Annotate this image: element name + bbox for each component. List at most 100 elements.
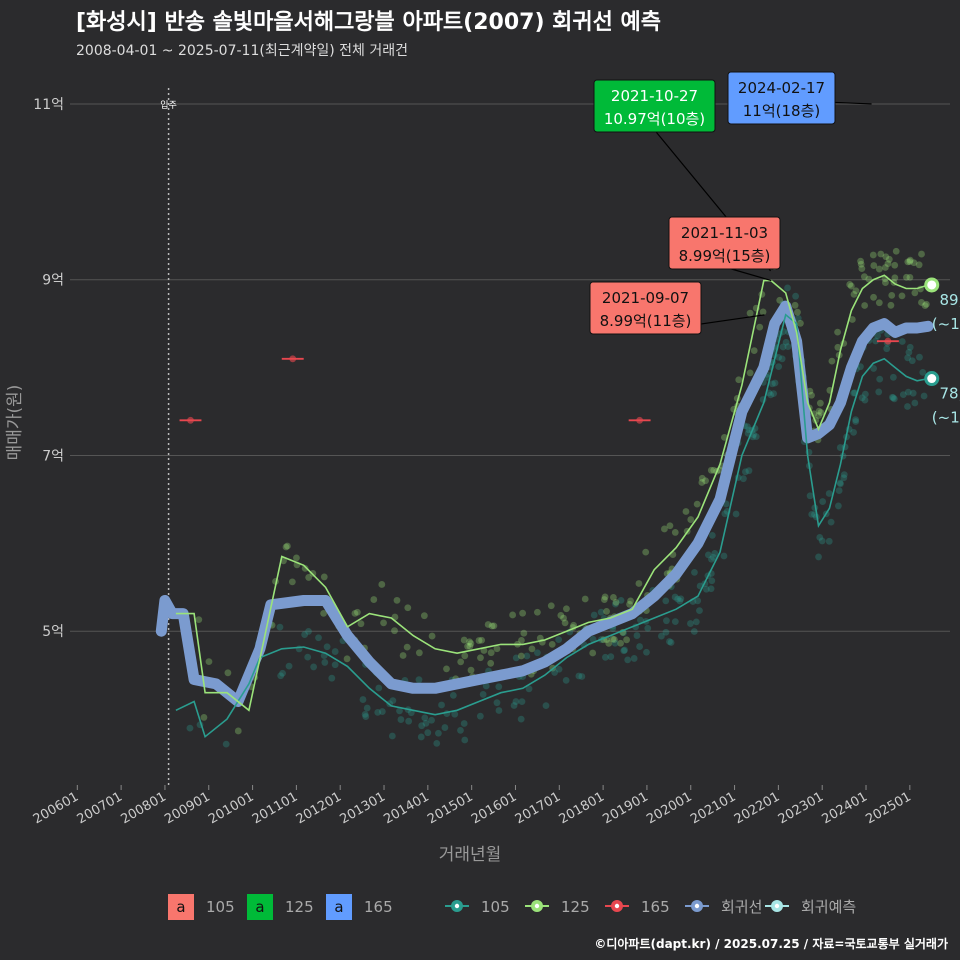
scatter-point-408 (687, 620, 694, 627)
scatter-point-93 (578, 673, 586, 680)
scatter-point-224 (363, 704, 371, 712)
scatter-point-187 (542, 702, 550, 710)
scatter-point-307 (746, 369, 754, 377)
legend-area-key-2 (326, 894, 352, 920)
scatter-point-111 (560, 614, 567, 622)
scatter-point-401 (827, 518, 835, 526)
y-axis-title: 매매가(원) (5, 385, 25, 461)
scatter-point-358 (861, 396, 869, 404)
scatter-point-69 (792, 292, 800, 300)
scatter-point-445 (397, 716, 405, 723)
scatter-point-281 (906, 273, 914, 281)
scatter-point-67 (883, 345, 891, 353)
scatter-point-230 (393, 596, 401, 604)
scatter-point-71 (343, 655, 351, 663)
legend-area-label-0: 105 (206, 898, 235, 916)
scatter-point-152 (836, 444, 844, 451)
scatter-point-354 (676, 597, 684, 605)
scatter-point-117 (836, 479, 844, 487)
annotation-price-3: 8.99억(11층) (600, 312, 692, 330)
scatter-point-92 (661, 525, 668, 533)
legend-line-label-2: 165 (641, 898, 670, 916)
scatter-point-37 (870, 293, 877, 301)
annotation-price-2: 8.99억(15층) (679, 247, 771, 265)
scatter-point-193 (860, 273, 868, 281)
scatter-point-239 (441, 724, 449, 731)
scatter-point-166 (708, 577, 716, 585)
scatter-point-490 (806, 492, 814, 500)
legend-area-glyph-0: a (176, 898, 185, 916)
scatter-point-46 (887, 301, 895, 309)
scatter-point-145 (921, 302, 929, 310)
scatter-point-378 (691, 568, 698, 576)
prediction-area-105: (~105㎡) (932, 409, 960, 427)
scatter-point-188 (677, 595, 685, 603)
x-tick-label-13: 201901 (600, 789, 650, 827)
scatter-point-293 (767, 391, 775, 399)
scatter-point-55 (918, 250, 925, 258)
scatter-point-122 (825, 490, 833, 497)
scatter-point-20 (687, 516, 695, 523)
scatter-point-237 (495, 707, 503, 714)
scatter-point-328 (357, 620, 365, 628)
scatter-point-184 (696, 607, 703, 615)
scatter-point-139 (320, 609, 328, 617)
scatter-point-311 (875, 265, 883, 273)
legend-line-label-0: 105 (481, 898, 510, 916)
scatter-point-114 (361, 710, 369, 718)
chart-subtitle: 2008-04-01 ~ 2025-07-11(최근계약일) 전체 거래건 (76, 43, 408, 59)
x-tick-label-12: 201801 (557, 789, 607, 827)
scatter-point-90 (744, 423, 751, 431)
scatter-point-245 (708, 555, 715, 563)
x-tick-label-18: 202401 (820, 789, 870, 827)
scatter-point-486 (517, 652, 525, 660)
scatter-point-50 (794, 308, 801, 316)
scatter-point-190 (916, 353, 923, 361)
scatter-point-262 (910, 259, 918, 267)
scatter-point-359 (612, 600, 619, 608)
scatter-point-85 (819, 498, 827, 505)
prediction-marker-125 (924, 277, 940, 293)
scatter-point-324 (279, 669, 286, 677)
scatter-point-368 (449, 691, 457, 699)
x-tick-label-19: 202501 (863, 789, 913, 827)
scatter-point-306 (633, 632, 641, 639)
legend-area-key-0 (168, 894, 194, 920)
scatter-point-12 (533, 608, 541, 616)
scatter-point-280 (690, 628, 698, 635)
scatter-point-488 (815, 553, 822, 561)
scatter-point-322 (396, 707, 403, 715)
scatter-point-459 (555, 665, 563, 673)
scatter-point-44 (815, 412, 823, 419)
scatter-point-43 (466, 642, 474, 650)
legend-area-key-1 (247, 894, 273, 920)
scatter-point-301 (282, 543, 290, 551)
scatter-point-155 (852, 287, 860, 295)
scatter-point-179 (771, 379, 779, 387)
scatter-point-302 (461, 736, 469, 744)
scatter-point-504 (630, 655, 638, 662)
scatter-point-259 (710, 466, 718, 474)
legend-line-dot-center-2 (614, 903, 620, 909)
scatter-point-150 (869, 251, 877, 259)
scatter-point-236 (477, 654, 484, 662)
scatter-point-204 (846, 281, 854, 288)
scatter-point-66 (816, 399, 824, 407)
scatter-point-314 (905, 348, 913, 356)
scatter-point-229 (320, 573, 328, 581)
x-tick-label-9: 201501 (425, 789, 475, 827)
x-tick-label-14: 202001 (644, 789, 694, 827)
scatter-point-79 (467, 640, 475, 647)
scatter-point-483 (601, 593, 609, 601)
scatter-point-10 (563, 605, 570, 613)
x-tick-label-16: 202201 (732, 789, 782, 827)
scatter-point-161 (644, 624, 652, 632)
scatter-point-336 (581, 595, 589, 603)
scatter-point-372 (671, 529, 679, 536)
scatter-point-436 (797, 319, 804, 327)
scatter-point-261 (520, 629, 528, 637)
scatter-point-148 (858, 265, 866, 273)
scatter-point-516 (740, 475, 747, 483)
scatter-point-5 (778, 355, 786, 363)
scatter-point-417 (782, 338, 790, 346)
